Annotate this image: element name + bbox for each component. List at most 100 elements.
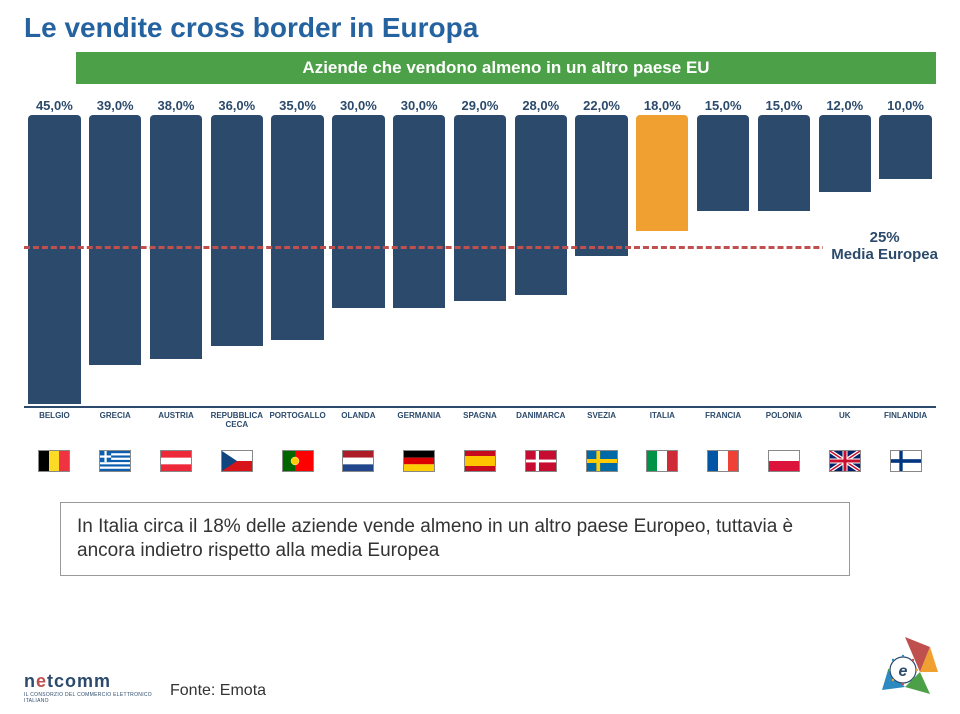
flag-cell	[634, 450, 691, 472]
bar-value-label: 18,0%	[644, 98, 681, 113]
flag-cell	[756, 450, 813, 472]
bar-col: 38,0%	[148, 98, 205, 406]
bar	[150, 115, 202, 359]
flag-nl-icon	[342, 450, 374, 472]
bar	[211, 115, 263, 346]
bar-value-label: 39,0%	[97, 98, 134, 113]
median-label: 25% Media Europea	[823, 226, 940, 265]
flag-cell	[816, 450, 873, 472]
flags-row	[24, 450, 936, 472]
bar-value-label: 38,0%	[158, 98, 195, 113]
svg-text:e: e	[899, 663, 908, 680]
bar-value-label: 15,0%	[766, 98, 803, 113]
flag-pl-icon	[768, 450, 800, 472]
flag-be-icon	[38, 450, 70, 472]
bar-col: 22,0%	[573, 98, 630, 406]
x-label: GRECIA	[87, 412, 144, 448]
x-label: DANIMARCA	[512, 412, 569, 448]
bar-col: 36,0%	[208, 98, 265, 406]
bar-value-label: 22,0%	[583, 98, 620, 113]
x-label: OLANDA	[330, 412, 387, 448]
bar-value-label: 35,0%	[279, 98, 316, 113]
flag-cell	[877, 450, 934, 472]
bar-col: 18,0%	[634, 98, 691, 406]
plot-area: 25% Media Europea 45,0%39,0%38,0%36,0%35…	[24, 98, 936, 408]
bar-value-label: 30,0%	[401, 98, 438, 113]
bar-value-label: 30,0%	[340, 98, 377, 113]
flag-it-icon	[646, 450, 678, 472]
bar	[332, 115, 384, 308]
bar-chart: 25% Media Europea 45,0%39,0%38,0%36,0%35…	[24, 88, 936, 448]
bar	[575, 115, 627, 256]
flag-fi-icon	[890, 450, 922, 472]
x-label: SVEZIA	[573, 412, 630, 448]
brand-pre: n	[24, 671, 36, 691]
median-text: Media Europea	[831, 246, 938, 263]
bar	[28, 115, 80, 404]
corner-logo: e	[870, 632, 940, 702]
flag-cell	[269, 450, 326, 472]
bar	[89, 115, 141, 365]
flag-cell	[452, 450, 509, 472]
flag-uk-icon	[829, 450, 861, 472]
bar-col: 39,0%	[87, 98, 144, 406]
bar	[393, 115, 445, 308]
flag-at-icon	[160, 450, 192, 472]
bar	[819, 115, 871, 192]
bar-col: 15,0%	[695, 98, 752, 406]
bar-value-label: 28,0%	[522, 98, 559, 113]
bar	[636, 115, 688, 231]
x-label: POLONIA	[756, 412, 813, 448]
flag-dk-icon	[525, 450, 557, 472]
page-title: Le vendite cross border in Europa	[0, 0, 960, 52]
bar-value-label: 15,0%	[705, 98, 742, 113]
x-label: FINLANDIA	[877, 412, 934, 448]
x-axis: BELGIOGRECIAAUSTRIAREPUBBLICA CECAPORTOG…	[24, 408, 936, 448]
flag-cell	[573, 450, 630, 472]
flag-cell	[330, 450, 387, 472]
bar	[271, 115, 323, 340]
flag-cell	[26, 450, 83, 472]
brand-logo: netcomm IL CONSORZIO DEL COMMERCIO ELETT…	[24, 671, 154, 704]
brand-e: e	[36, 671, 47, 691]
bar	[758, 115, 810, 211]
flag-cell	[512, 450, 569, 472]
x-label: FRANCIA	[695, 412, 752, 448]
flag-de-icon	[403, 450, 435, 472]
x-label: BELGIO	[26, 412, 83, 448]
bar-col: 30,0%	[391, 98, 448, 406]
x-label: SPAGNA	[452, 412, 509, 448]
x-label: REPUBBLICA CECA	[208, 412, 265, 448]
flag-cz-icon	[221, 450, 253, 472]
subtitle-bar: Aziende che vendono almeno in un altro p…	[76, 52, 936, 84]
flag-se-icon	[586, 450, 618, 472]
bar-col: 45,0%	[26, 98, 83, 406]
brand-sub: IL CONSORZIO DEL COMMERCIO ELETTRONICO I…	[24, 692, 154, 704]
bar-value-label: 29,0%	[462, 98, 499, 113]
bar-col: 28,0%	[512, 98, 569, 406]
bar-col: 30,0%	[330, 98, 387, 406]
bar	[697, 115, 749, 211]
bar-value-label: 36,0%	[218, 98, 255, 113]
bar-col: 35,0%	[269, 98, 326, 406]
source-text: Fonte: Emota	[170, 682, 266, 700]
flag-fr-icon	[707, 450, 739, 472]
bar	[515, 115, 567, 295]
bar-value-label: 45,0%	[36, 98, 73, 113]
bar	[879, 115, 931, 179]
flag-gr-icon	[99, 450, 131, 472]
x-label: AUSTRIA	[148, 412, 205, 448]
flag-cell	[391, 450, 448, 472]
x-label: UK	[816, 412, 873, 448]
x-label: GERMANIA	[391, 412, 448, 448]
bars-container: 45,0% 39,0% 38,0% 36,0% 35,0% 30,0% 30,0% 29,0%…	[24, 98, 936, 406]
x-label: PORTOGALLO	[269, 412, 326, 448]
brand-post: tcomm	[47, 671, 111, 691]
bar-value-label: 10,0%	[887, 98, 924, 113]
note-box: In Italia circa il 18% delle aziende ven…	[60, 502, 850, 576]
flag-cell	[148, 450, 205, 472]
bar-col: 15,0%	[756, 98, 813, 406]
median-line	[24, 246, 936, 249]
bar	[454, 115, 506, 301]
flag-cell	[87, 450, 144, 472]
